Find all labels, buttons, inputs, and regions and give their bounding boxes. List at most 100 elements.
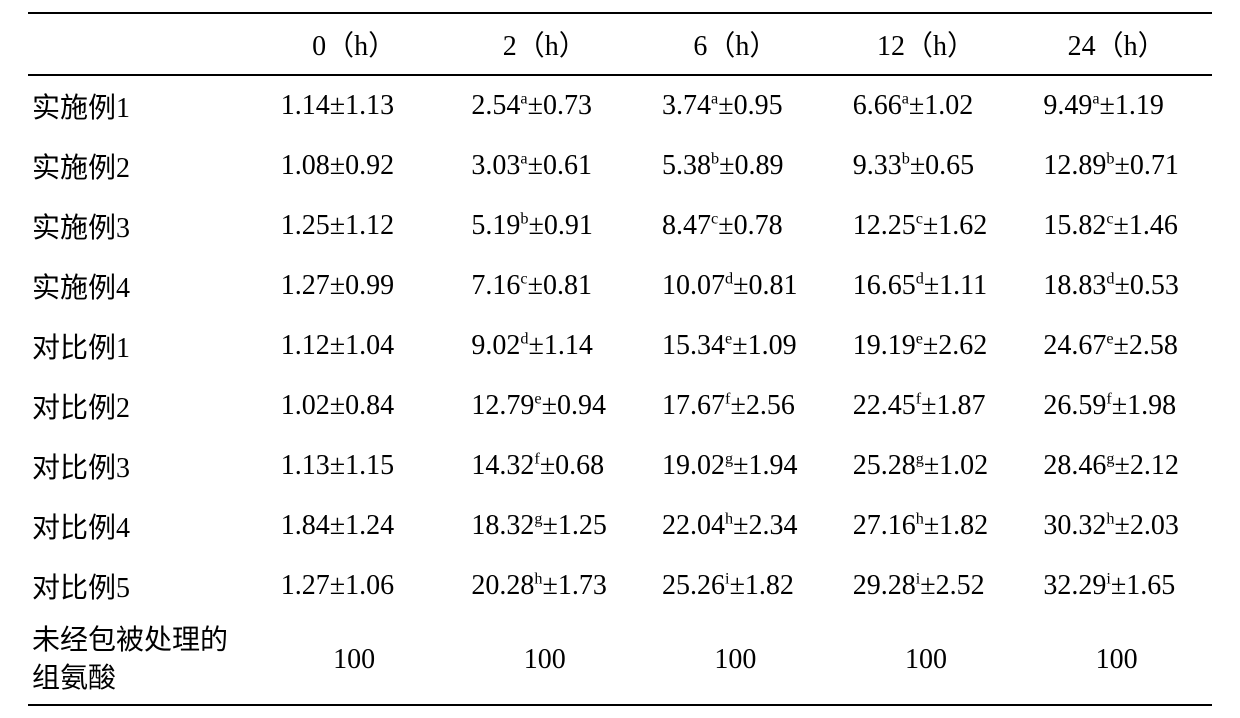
cell-superscript: h	[916, 510, 924, 528]
cell-mean: 6.66	[853, 90, 902, 121]
cell-mean: 3.74	[662, 90, 711, 121]
cell-mean: 20.28	[471, 570, 534, 601]
cell-mean: 26.59	[1043, 390, 1106, 421]
row-label: 对比例1	[28, 316, 259, 376]
table-row: 实施例31.25±1.125.19b±0.918.47c±0.7812.25c±…	[28, 196, 1212, 256]
cell-error: ±2.58	[1114, 330, 1178, 361]
table-cell: 16.65d±1.11	[831, 256, 1022, 316]
cell-error: ±0.95	[718, 90, 782, 121]
cell-superscript: c	[520, 270, 527, 288]
table-cell: 100	[259, 616, 450, 705]
table-cell: 1.27±0.99	[259, 256, 450, 316]
cell-error: ±0.73	[528, 90, 592, 121]
cell-superscript: b	[902, 150, 910, 168]
table-cell: 5.19b±0.91	[449, 196, 640, 256]
table-cell: 10.07d±0.81	[640, 256, 831, 316]
cell-error: ±1.24	[330, 510, 394, 541]
cell-superscript: d	[520, 330, 528, 348]
table-cell: 28.46g±2.12	[1021, 436, 1212, 496]
table-cell: 19.19e±2.62	[831, 316, 1022, 376]
row-label: 对比例4	[28, 496, 259, 556]
table-cell: 32.29i±1.65	[1021, 556, 1212, 616]
cell-mean: 3.03	[471, 150, 520, 181]
cell-error: ±1.14	[529, 330, 593, 361]
table-row: 实施例11.14±1.132.54a±0.733.74a±0.956.66a±1…	[28, 75, 1212, 136]
cell-error: ±1.15	[330, 450, 394, 481]
cell-mean: 5.19	[471, 210, 520, 241]
table-row: 对比例31.13±1.1514.32f±0.6819.02g±1.9425.28…	[28, 436, 1212, 496]
table-cell: 25.26i±1.82	[640, 556, 831, 616]
table-cell: 15.82c±1.46	[1021, 196, 1212, 256]
cell-superscript: e	[1106, 330, 1113, 348]
cell-superscript: b	[711, 150, 719, 168]
data-table-container: 0（h） 2（h） 6（h） 12（h） 24（h） 实施例11.14±1.13…	[0, 0, 1240, 718]
table-cell: 20.28h±1.73	[449, 556, 640, 616]
cell-error: ±1.06	[330, 570, 394, 601]
cell-error: ±1.12	[330, 210, 394, 241]
cell-error: ±1.09	[732, 330, 796, 361]
table-cell: 3.03a±0.61	[449, 136, 640, 196]
table-cell: 1.13±1.15	[259, 436, 450, 496]
table-cell: 1.27±1.06	[259, 556, 450, 616]
cell-superscript: g	[916, 450, 924, 468]
row-label: 未经包被处理的组氨酸	[28, 616, 259, 705]
table-cell: 1.25±1.12	[259, 196, 450, 256]
cell-mean: 18.83	[1043, 270, 1106, 301]
cell-error: ±1.02	[924, 450, 988, 481]
table-cell: 1.12±1.04	[259, 316, 450, 376]
table-cell: 100	[449, 616, 640, 705]
cell-mean: 16.65	[853, 270, 916, 301]
cell-error: ±0.68	[540, 450, 604, 481]
cell-mean: 12.79	[471, 390, 534, 421]
cell-mean: 15.82	[1043, 210, 1106, 241]
cell-error: ±1.04	[330, 330, 394, 361]
cell-superscript: a	[902, 90, 909, 108]
table-header: 0（h） 2（h） 6（h） 12（h） 24（h）	[28, 13, 1212, 75]
cell-superscript: h	[534, 570, 542, 588]
cell-error: ±0.81	[528, 270, 592, 301]
cell-mean: 28.46	[1043, 450, 1106, 481]
cell-error: ±1.65	[1111, 570, 1175, 601]
cell-mean: 10.07	[662, 270, 725, 301]
cell-superscript: g	[725, 450, 733, 468]
table-row: 实施例21.08±0.923.03a±0.615.38b±0.899.33b±0…	[28, 136, 1212, 196]
cell-error: ±0.78	[718, 210, 782, 241]
cell-superscript: c	[916, 210, 923, 228]
cell-mean: 22.04	[662, 510, 725, 541]
table-cell: 2.54a±0.73	[449, 75, 640, 136]
row-label: 实施例1	[28, 75, 259, 136]
cell-mean: 1.27	[281, 570, 330, 601]
row-label: 实施例4	[28, 256, 259, 316]
cell-mean: 1.84	[281, 510, 330, 541]
table-cell: 100	[1021, 616, 1212, 705]
cell-error: ±0.81	[733, 270, 797, 301]
cell-error: ±1.25	[543, 510, 607, 541]
data-table: 0（h） 2（h） 6（h） 12（h） 24（h） 实施例11.14±1.13…	[28, 12, 1212, 706]
cell-mean: 1.27	[281, 270, 330, 301]
table-row: 实施例41.27±0.997.16c±0.8110.07d±0.8116.65d…	[28, 256, 1212, 316]
cell-superscript: a	[520, 150, 527, 168]
table-cell: 6.66a±1.02	[831, 75, 1022, 136]
cell-mean: 18.32	[471, 510, 534, 541]
table-cell: 12.89b±0.71	[1021, 136, 1212, 196]
cell-mean: 1.13	[281, 450, 330, 481]
cell-superscript: g	[534, 510, 542, 528]
cell-error: ±0.65	[910, 150, 974, 181]
table-cell: 15.34e±1.09	[640, 316, 831, 376]
cell-mean: 19.19	[853, 330, 916, 361]
cell-error: ±0.84	[330, 390, 394, 421]
cell-mean: 22.45	[853, 390, 916, 421]
cell-error: ±1.82	[730, 570, 794, 601]
table-cell: 19.02g±1.94	[640, 436, 831, 496]
cell-error: ±1.62	[923, 210, 987, 241]
cell-mean: 25.28	[853, 450, 916, 481]
table-cell: 30.32h±2.03	[1021, 496, 1212, 556]
table-row: 对比例21.02±0.8412.79e±0.9417.67f±2.5622.45…	[28, 376, 1212, 436]
table-cell: 18.83d±0.53	[1021, 256, 1212, 316]
table-cell: 9.49a±1.19	[1021, 75, 1212, 136]
cell-mean: 1.12	[281, 330, 330, 361]
cell-error: ±1.46	[1114, 210, 1178, 241]
table-cell: 24.67e±2.58	[1021, 316, 1212, 376]
cell-mean: 1.02	[281, 390, 330, 421]
cell-mean: 32.29	[1043, 570, 1106, 601]
